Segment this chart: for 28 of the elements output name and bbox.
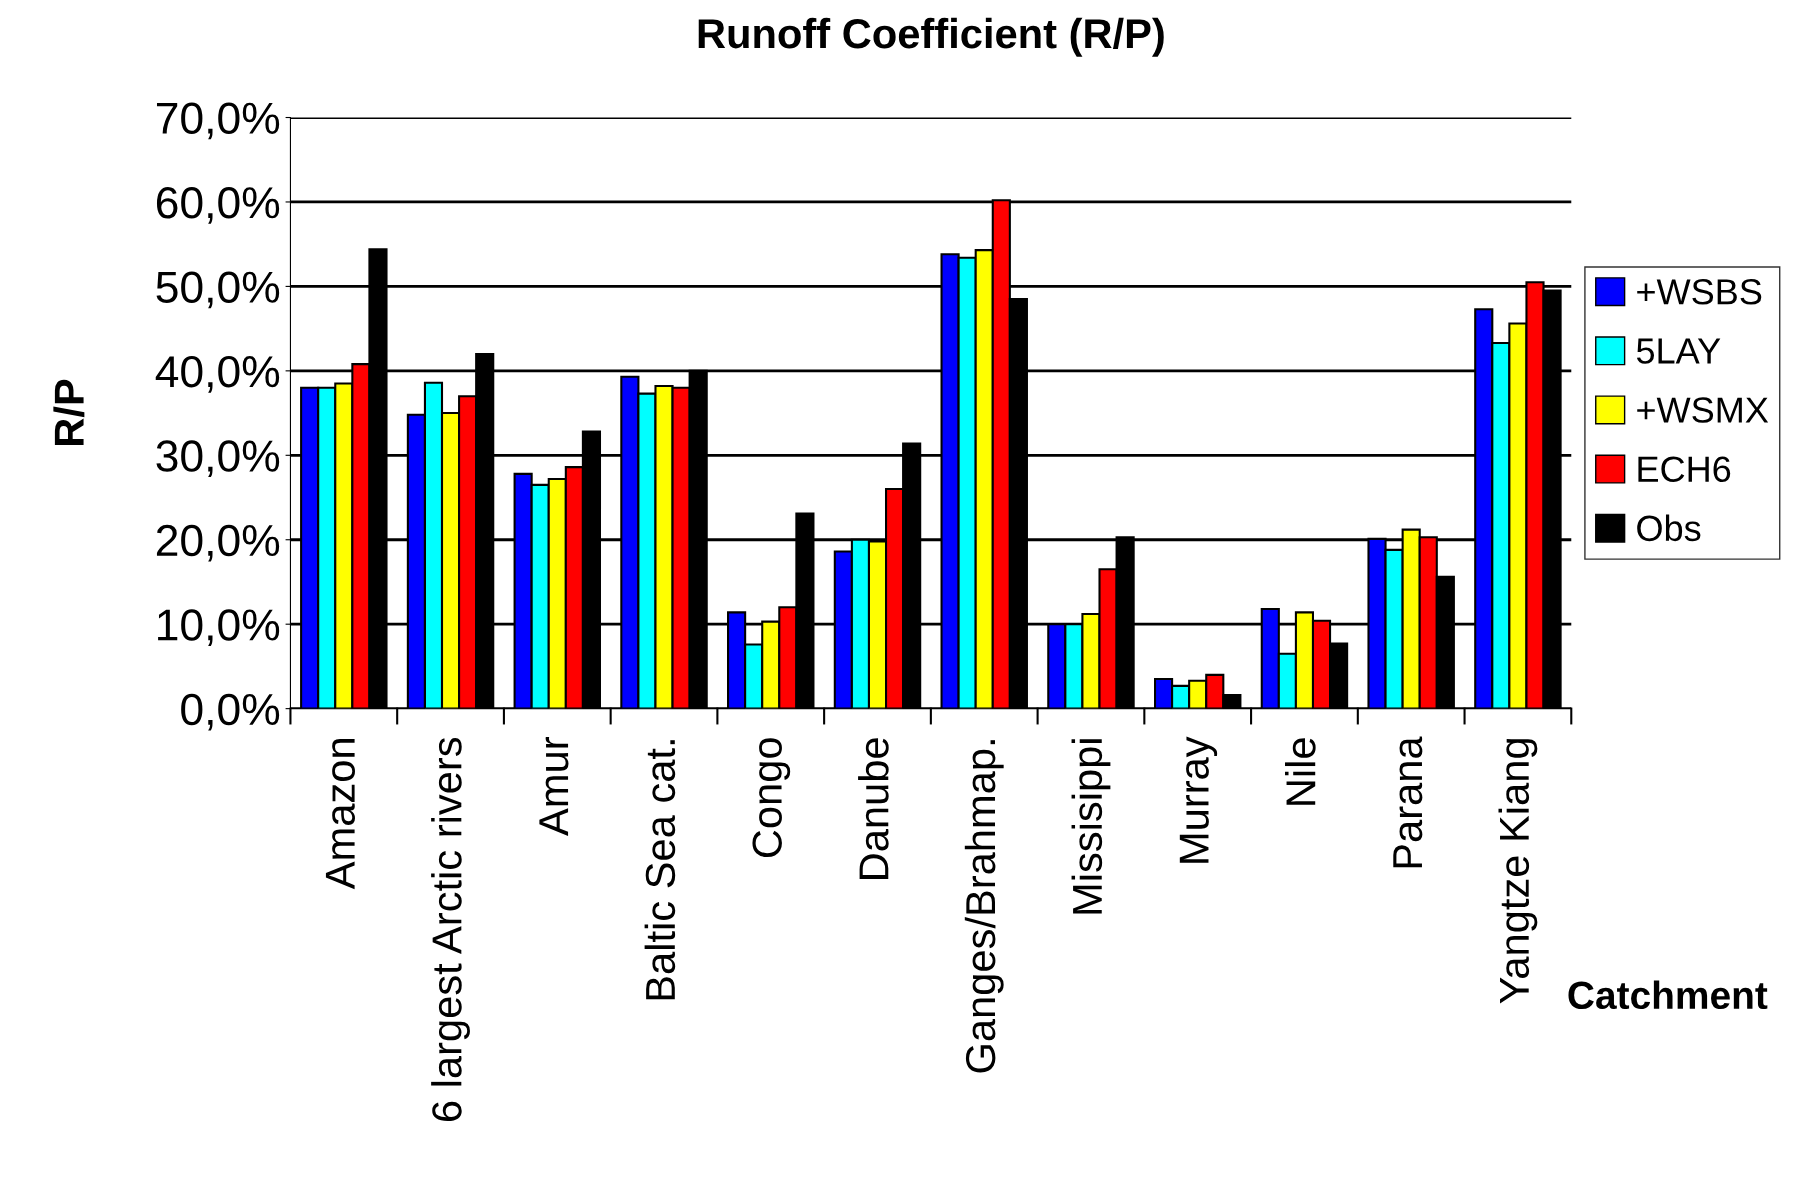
legend-label: 5LAY <box>1636 338 1721 364</box>
y-tick-label: 10,0% <box>158 609 280 646</box>
x-tick-label: Baltic Sea cat. <box>644 740 676 1000</box>
x-tick-label: Danube <box>858 738 889 879</box>
y-tick-label: 40,0% <box>155 355 280 393</box>
legend-label: +WSBS <box>1637 279 1762 305</box>
x-axis-title: Catchment <box>1568 980 1768 1010</box>
legend-label: +WSMX <box>1637 397 1769 423</box>
x-tick-label: Parana <box>1393 736 1423 868</box>
y-axis-title: R/P <box>53 379 85 446</box>
x-tick-label: Missisippi <box>1071 739 1111 914</box>
x-tick-label: Amazon <box>325 739 355 890</box>
y-tick-label: 20,0% <box>156 524 280 562</box>
x-tick-label: Murray <box>1179 736 1218 863</box>
y-tick-label: 0,0% <box>181 693 280 731</box>
y-tick-label: 30,0% <box>156 440 280 478</box>
x-tick-label: Ganges/Brahmap. <box>964 740 1004 1073</box>
x-tick-label: Congo <box>752 738 791 858</box>
chart-title: Runoff Coefficient (R/P) <box>698 17 1164 57</box>
legend-label: ECH6 <box>1638 456 1731 482</box>
x-tick-label: Nile <box>1285 738 1316 805</box>
x-tick-label: Yangtze Kiang <box>1498 739 1538 1004</box>
x-tick-label: 6 largest Arctic rivers <box>431 737 470 1121</box>
y-tick-label: 60,0% <box>156 187 280 224</box>
y-tick-label: 50,0% <box>156 271 280 309</box>
y-tick-label: 70,0% <box>156 102 280 140</box>
legend-label: Obs <box>1637 514 1701 542</box>
x-tick-label: Amur <box>539 737 569 836</box>
